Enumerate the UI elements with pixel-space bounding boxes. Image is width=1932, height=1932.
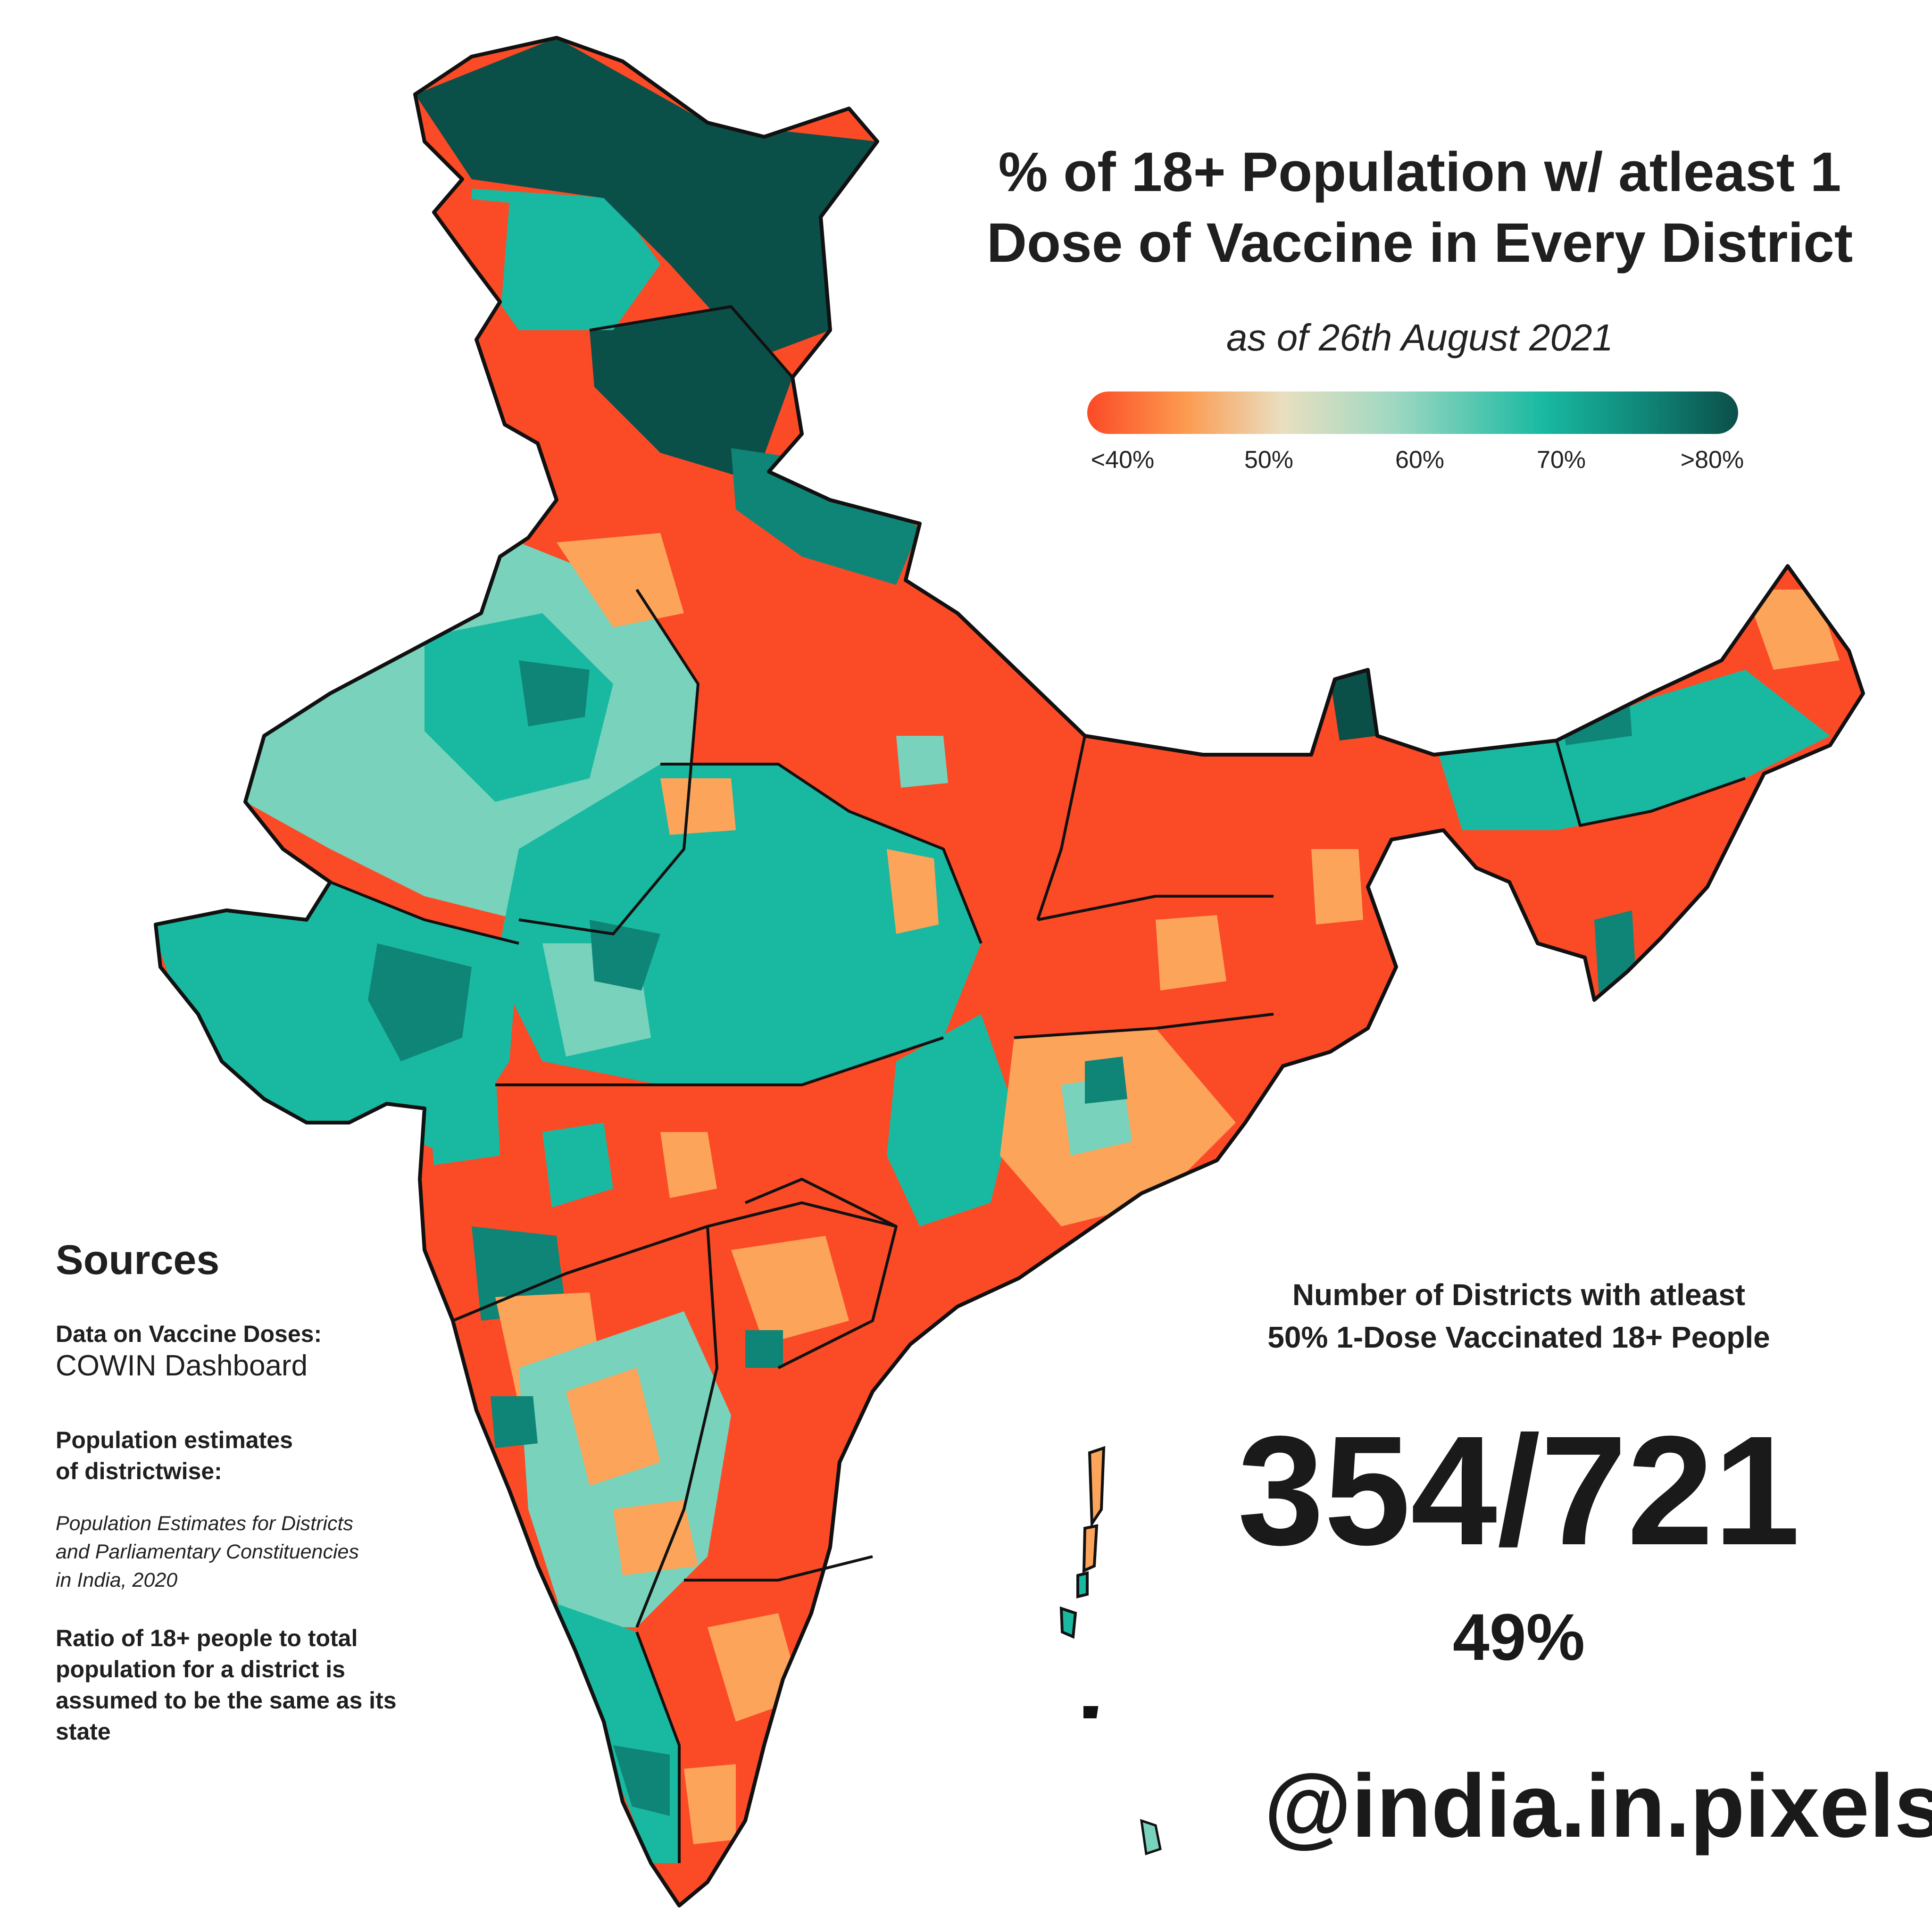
population-source-label-2: of districtwise: (56, 1458, 222, 1484)
date-subtitle: as of 26th August 2021 (1226, 316, 1613, 358)
legend-tick-60: 60% (1395, 446, 1445, 474)
legend-tick-50: 50% (1244, 446, 1294, 474)
border-ap-tn (684, 1555, 873, 1582)
districts-count: 354/721 (1237, 1403, 1800, 1577)
lakshadweep-islands (1140, 1819, 1162, 1856)
nicobar-island-2 (1083, 1706, 1099, 1718)
region-gujarat-dark (368, 943, 472, 1061)
border-northeast (1555, 740, 1746, 827)
region-rajasthan-dark (519, 660, 590, 726)
border-mp-maharashtra (495, 1036, 944, 1086)
region-chhattisgarh (887, 1014, 1014, 1226)
andaman-island-1 (1088, 1446, 1106, 1528)
region-sikkim-dark (1330, 670, 1377, 741)
region-goa-dark (491, 1396, 538, 1448)
stat-label-line-1: Number of Districts with atleast (1292, 1278, 1746, 1312)
stat-label-line-2: 50% 1-Dose Vaccinated 18+ People (1267, 1320, 1770, 1354)
population-source-value-1: Population Estimates for Districts (56, 1512, 353, 1535)
border-telangana (744, 1178, 898, 1369)
population-source-value-2: and Parliamentary Constituencies (56, 1541, 359, 1563)
border-up-bihar (1036, 735, 1086, 920)
border-jk-himachal (589, 305, 794, 378)
color-legend-bar (1087, 391, 1738, 434)
region-jk-districts (472, 189, 660, 330)
region-odisha-dark (1085, 1057, 1127, 1104)
title-line-2: Dose of Vaccine in Every District (986, 212, 1853, 274)
region-telangana-dark (745, 1330, 783, 1368)
ratio-note-3: assumed to be the same as its (56, 1687, 397, 1714)
border-kerala-tn (635, 1631, 681, 1863)
region-bengal-orange (1311, 849, 1363, 924)
border-bihar-jharkhand (1037, 895, 1274, 921)
population-source-label-1: Population estimates (56, 1427, 293, 1453)
region-karnataka-orange (566, 1368, 660, 1486)
border-up-mp (660, 763, 983, 944)
region-uttarakhand (731, 448, 920, 585)
region-kerala-dark (613, 1745, 670, 1816)
ratio-note-1: Ratio of 18+ people to total (56, 1625, 358, 1651)
districts-stat-label: Number of Districts with atleast 50% 1-D… (1226, 1274, 1811, 1358)
lakshadweep-island (1140, 1819, 1162, 1856)
region-mp-dark (590, 920, 660, 991)
region-haryana-orange (557, 533, 684, 627)
region-ladakh (415, 38, 877, 358)
region-rajasthan-inner (425, 613, 613, 802)
border-gujarat-rajasthan (329, 881, 519, 945)
vaccine-source-value: COWIN Dashboard (56, 1349, 308, 1382)
andaman-island-2 (1082, 1524, 1099, 1573)
vaccine-source-label: Data on Vaccine Doses: (56, 1321, 322, 1347)
andaman-islands (1059, 1446, 1106, 1718)
region-jharkhand-orange (1156, 915, 1226, 991)
ratio-note-4: state (56, 1718, 111, 1745)
map-title: % of 18+ Population w/ atleast 1 Dose of… (934, 137, 1906, 278)
author-handle: @india.in.pixels (1264, 1756, 1932, 1856)
region-northeast-orange (1745, 590, 1840, 670)
sources-heading: Sources (56, 1236, 220, 1283)
region-maharashtra-orange2 (660, 1132, 717, 1198)
legend-tick-above-80: >80% (1680, 446, 1744, 474)
ratio-note-2: population for a district is (56, 1656, 345, 1682)
legend-tick-below-40: <40% (1091, 446, 1155, 474)
population-source-value-3: in India, 2020 (56, 1569, 178, 1591)
region-telangana-orange (731, 1236, 849, 1344)
border-karnataka-ap (635, 1226, 718, 1628)
region-himachal (590, 307, 792, 481)
region-mumbai-teal (425, 1061, 500, 1165)
region-mp-orange (887, 849, 939, 934)
andaman-island-3 (1076, 1571, 1089, 1599)
districts-percent: 49% (1452, 1600, 1585, 1674)
state-borders (329, 305, 1746, 1863)
region-tamilnadu-orange2 (684, 1764, 736, 1844)
region-up-teal (896, 736, 948, 788)
border-jharkhand-odisha (1014, 1013, 1274, 1039)
border-rajasthan-mp (518, 589, 700, 935)
legend-tick-70: 70% (1536, 446, 1586, 474)
region-maharashtra-teal (542, 1123, 613, 1208)
nicobar-island (1059, 1606, 1077, 1639)
region-up-orange (660, 778, 736, 835)
title-line-1: % of 18+ Population w/ atleast 1 (998, 141, 1841, 203)
region-karnataka-orange2 (613, 1500, 698, 1575)
region-northeast-teal (1439, 670, 1830, 830)
